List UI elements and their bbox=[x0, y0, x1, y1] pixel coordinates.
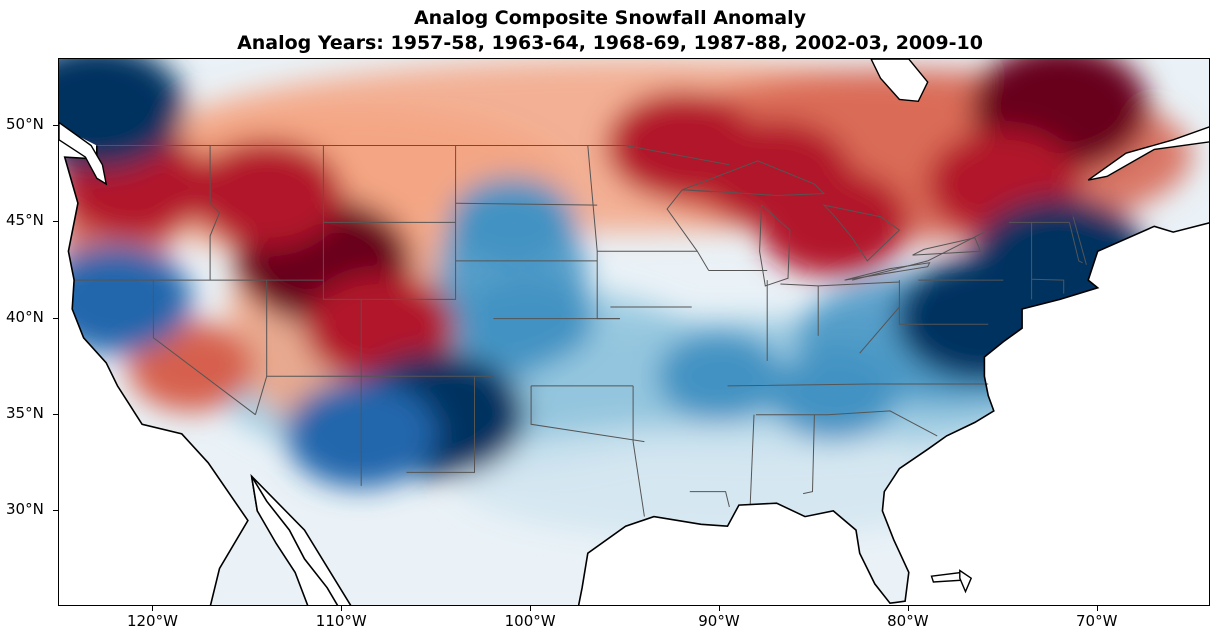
positive-anomaly-blob bbox=[757, 168, 909, 277]
longitude-tick-mark bbox=[1096, 606, 1098, 611]
negative-anomaly-blob bbox=[770, 350, 897, 441]
state-border bbox=[818, 281, 900, 287]
longitude-tick-mark bbox=[152, 606, 154, 611]
state-border bbox=[152, 280, 256, 416]
state-border bbox=[455, 202, 598, 206]
state-border bbox=[1068, 222, 1083, 264]
state-border bbox=[625, 145, 730, 166]
state-border bbox=[898, 280, 989, 325]
state-border bbox=[530, 385, 645, 443]
latitude-tick-label: 30°N bbox=[6, 499, 44, 518]
state-border bbox=[780, 283, 819, 287]
state-border bbox=[802, 414, 815, 495]
latitude-tick-label: 50°N bbox=[6, 115, 44, 134]
longitude-tick-mark bbox=[530, 606, 532, 611]
latitude-tick-mark bbox=[53, 413, 58, 415]
st-lawrence-estuary bbox=[1087, 126, 1209, 181]
latitude-tick-label: 45°N bbox=[6, 211, 44, 230]
negative-anomaly-blob bbox=[449, 177, 576, 268]
great-lake-outline bbox=[912, 237, 982, 256]
state-border bbox=[1031, 278, 1065, 294]
longitude-tick-label: 100°W bbox=[504, 612, 556, 630]
longitude-tick-label: 120°W bbox=[126, 612, 178, 630]
great-lake-outline bbox=[682, 160, 826, 197]
negative-anomaly-blob bbox=[656, 331, 783, 422]
snowfall-anomaly-map bbox=[58, 58, 1210, 606]
state-border bbox=[406, 376, 475, 473]
vancouver-island bbox=[59, 121, 108, 186]
map-canvas bbox=[59, 59, 1209, 605]
bahamas-islands bbox=[930, 569, 973, 594]
state-border bbox=[755, 410, 938, 437]
positive-anomaly-blob bbox=[606, 91, 758, 200]
longitude-tick-mark bbox=[907, 606, 909, 611]
state-border bbox=[727, 383, 989, 387]
baja-coastline bbox=[250, 475, 339, 605]
hudson-bay bbox=[870, 59, 929, 103]
anomaly-zone bbox=[455, 424, 985, 540]
negative-anomaly-blob bbox=[971, 197, 1149, 324]
state-border bbox=[209, 145, 221, 281]
bahamas-island bbox=[930, 571, 965, 583]
map-title: Analog Composite Snowfall Anomaly bbox=[413, 7, 807, 29]
longitude-tick-label: 70°W bbox=[1075, 612, 1118, 630]
longitude-tick-label: 80°W bbox=[887, 612, 929, 630]
longitude-tick-label: 90°W bbox=[698, 612, 740, 630]
latitude-tick-label: 40°N bbox=[6, 307, 44, 326]
longitude-tick-mark bbox=[341, 606, 343, 611]
great-lake-outline bbox=[759, 204, 791, 287]
positive-anomaly-blob bbox=[191, 139, 343, 248]
coastline bbox=[63, 145, 1209, 605]
longitude-tick-mark bbox=[718, 606, 720, 611]
great-lake-outline bbox=[844, 262, 931, 281]
state-borders bbox=[74, 145, 1087, 517]
bahamas-island bbox=[959, 569, 973, 594]
latitude-tick-mark bbox=[53, 125, 58, 127]
negative-anomaly-blob bbox=[59, 59, 185, 171]
state-border bbox=[689, 491, 730, 508]
latitude-tick-mark bbox=[53, 221, 58, 223]
state-border bbox=[749, 414, 755, 506]
latitude-tick-label: 35°N bbox=[6, 403, 44, 422]
great-lake-outline bbox=[822, 204, 901, 262]
state-border bbox=[632, 385, 645, 517]
latitude-tick-mark bbox=[53, 509, 58, 511]
state-border bbox=[1072, 216, 1087, 265]
latitude-tick-mark bbox=[53, 317, 58, 319]
map-subtitle: Analog Years: 1957-58, 1963-64, 1968-69,… bbox=[237, 32, 983, 54]
state-border bbox=[927, 231, 985, 262]
state-border bbox=[666, 189, 710, 271]
longitude-tick-label: 110°W bbox=[315, 612, 367, 630]
state-border bbox=[859, 306, 900, 354]
